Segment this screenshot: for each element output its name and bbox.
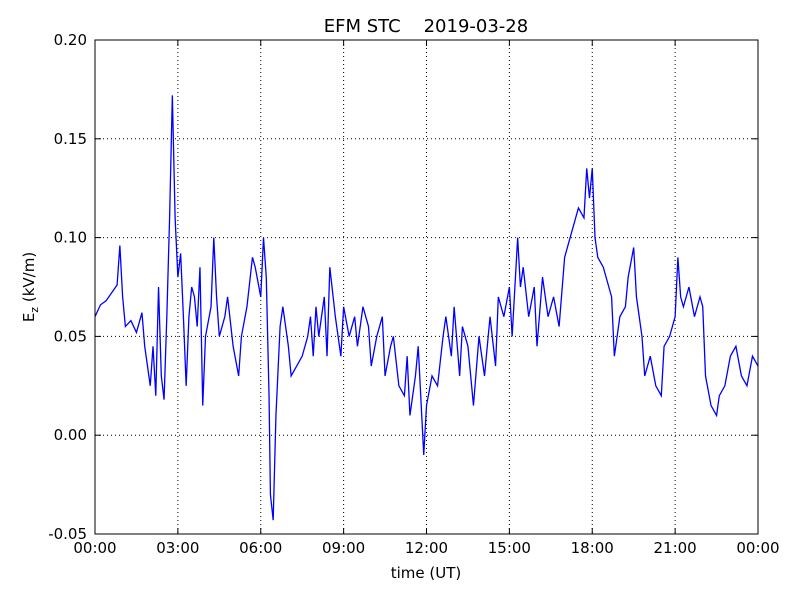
x-tick-label: 12:00 — [405, 539, 448, 557]
x-tick-label: 00:00 — [736, 539, 779, 557]
x-tick-label: 21:00 — [654, 539, 697, 557]
y-tick-label: 0.20 — [54, 31, 87, 49]
y-label-sub: z — [28, 307, 41, 313]
y-tick-label: 0.15 — [54, 130, 87, 148]
y-tick-label: 0.00 — [54, 426, 87, 444]
x-tick-label: 00:00 — [73, 539, 116, 557]
chart-title: EFM STC 2019-03-28 — [324, 16, 528, 37]
x-tick-label: 06:00 — [239, 539, 282, 557]
x-tick-label: 03:00 — [156, 539, 199, 557]
plot-frame — [94, 39, 759, 535]
y-label-unit: (kV/m) — [20, 252, 38, 307]
y-tick-label: 0.05 — [54, 327, 87, 345]
x-axis-label: time (UT) — [391, 564, 462, 582]
x-tick-label: 18:00 — [571, 539, 614, 557]
y-axis-label: Ez (kV/m) — [20, 252, 41, 322]
y-tick-label: -0.05 — [48, 525, 87, 543]
y-label-base: E — [20, 313, 38, 322]
x-tick-label: 09:00 — [322, 539, 365, 557]
data-line — [94, 95, 759, 521]
x-tick-label: 15:00 — [488, 539, 531, 557]
y-tick-label: 0.10 — [54, 229, 87, 247]
